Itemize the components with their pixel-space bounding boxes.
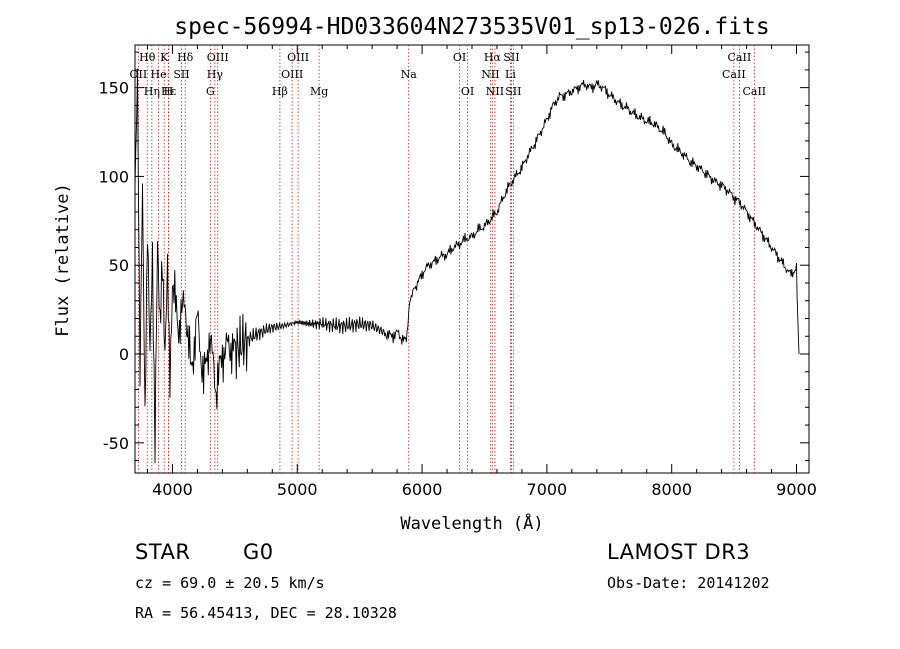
x-tick-label: 8000	[651, 480, 692, 499]
y-tick-label: 150	[98, 79, 129, 98]
line-marker-label: NII	[486, 85, 504, 98]
spectrum-line	[134, 68, 800, 464]
line-marker-label: SII	[173, 68, 189, 81]
coordinates: RA = 56.45413, DEC = 28.10328	[135, 604, 397, 622]
line-marker-label: Na	[401, 68, 418, 81]
line-marker-label: OIII	[287, 51, 309, 64]
x-axis: 4000 5000 6000 7000 8000 9000	[146, 45, 817, 499]
line-marker-label: CaII	[722, 68, 746, 81]
object-class: STAR	[135, 540, 191, 564]
x-axis-label: Wavelength (Å)	[400, 512, 543, 534]
y-axis-label: Flux (relative)	[53, 183, 73, 337]
line-marker-label: H	[164, 85, 174, 98]
line-marker-label: Hγ	[207, 68, 224, 81]
line-marker-label: SII	[505, 85, 521, 98]
line-marker-label: Li	[505, 68, 516, 81]
line-marker-label: Hβ	[272, 85, 288, 98]
line-marker-label: G	[206, 85, 215, 98]
line-marker-label: OIII	[207, 51, 229, 64]
observation-date: Obs-Date: 20141202	[607, 574, 770, 592]
x-tick-label: 9000	[776, 480, 817, 499]
series-layer	[134, 68, 800, 464]
y-tick-label: -50	[103, 434, 129, 453]
x-tick-label: 6000	[402, 480, 443, 499]
line-marker-label: OII	[130, 68, 148, 81]
y-tick-label: 100	[98, 167, 129, 186]
line-marker-label: SII	[503, 51, 519, 64]
line-marker-label: He	[151, 68, 167, 81]
y-axis: -50 0 50 100 150	[98, 51, 809, 462]
line-marker-label: Hα	[484, 51, 502, 64]
redshift-cz: cz = 69.0 ± 20.5 km/s	[135, 574, 325, 592]
chart-title: spec-56994-HD033604N273535V01_sp13-026.f…	[174, 14, 769, 40]
line-marker-label: CaII	[742, 85, 766, 98]
line-marker-label: Hθ	[139, 51, 156, 64]
x-tick-label: 7000	[527, 480, 568, 499]
line-marker-label: CaII	[728, 51, 752, 64]
line-marker-label: OI	[453, 51, 466, 64]
line-marker-label: NII	[481, 68, 499, 81]
line-marker-label: Mg	[310, 85, 328, 98]
line-marker-label: Hη	[144, 85, 160, 98]
y-tick-label: 0	[119, 345, 129, 364]
plot-frame	[134, 44, 810, 474]
line-marker-label: OI	[461, 85, 474, 98]
line-marker-label: OIII	[281, 68, 303, 81]
line-marker-label: Hδ	[177, 51, 194, 64]
survey-name: LAMOST DR3	[607, 540, 751, 564]
x-tick-label: 4000	[152, 480, 193, 499]
y-tick-label: 50	[109, 256, 129, 275]
x-tick-label: 5000	[277, 480, 318, 499]
line-marker-label: K	[160, 51, 169, 64]
object-subclass: G0	[243, 540, 274, 564]
